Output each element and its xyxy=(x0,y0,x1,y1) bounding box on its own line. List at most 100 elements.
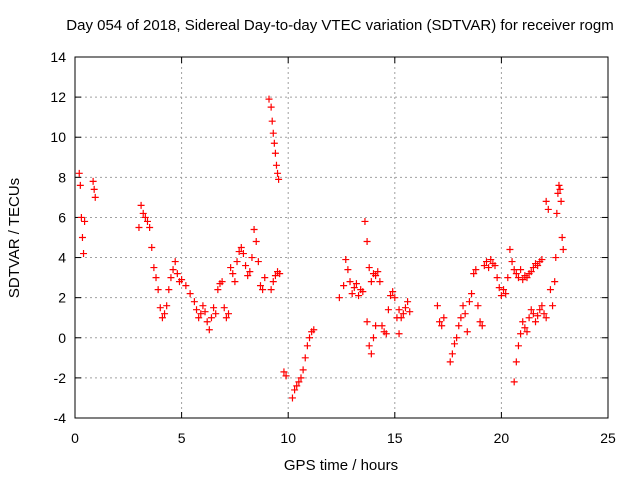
data-point xyxy=(369,334,377,342)
data-point xyxy=(254,258,262,266)
series-seg-5.6h xyxy=(190,278,233,334)
data-point xyxy=(269,129,277,137)
data-point xyxy=(214,286,222,294)
data-point xyxy=(89,177,97,185)
data-point xyxy=(182,282,190,290)
data-point xyxy=(335,294,343,302)
data-point xyxy=(529,310,537,318)
data-point xyxy=(395,306,403,314)
data-point xyxy=(395,330,403,338)
data-point xyxy=(529,264,537,272)
data-point xyxy=(267,103,275,111)
data-point xyxy=(167,274,175,282)
data-point xyxy=(552,254,560,262)
data-point xyxy=(225,310,233,318)
data-point xyxy=(555,181,563,189)
data-point xyxy=(559,246,567,254)
data-point xyxy=(190,298,198,306)
data-point xyxy=(472,266,480,274)
data-point xyxy=(239,250,247,258)
data-point xyxy=(222,314,230,322)
data-point xyxy=(299,366,307,374)
series-seg-9.9h xyxy=(280,368,290,380)
data-point xyxy=(542,314,550,322)
data-point xyxy=(237,244,245,252)
plot-frame xyxy=(74,56,609,419)
y-tick-label: 6 xyxy=(58,209,66,225)
data-point xyxy=(367,278,375,286)
data-point xyxy=(135,223,143,231)
data-point xyxy=(156,304,164,312)
series-seg-0.9h xyxy=(89,177,99,201)
data-point xyxy=(491,262,499,270)
data-point xyxy=(365,264,373,272)
y-tick-label: 2 xyxy=(58,290,66,306)
data-point xyxy=(256,282,264,290)
data-point xyxy=(476,318,484,326)
data-point xyxy=(363,238,371,246)
data-point xyxy=(169,266,177,274)
data-point xyxy=(274,169,282,177)
data-point xyxy=(268,117,276,125)
data-point xyxy=(146,223,154,231)
x-axis-title: GPS time / hours xyxy=(284,457,398,474)
data-point xyxy=(532,318,540,326)
data-point xyxy=(193,306,201,314)
data-point xyxy=(75,169,83,177)
data-point xyxy=(521,324,529,332)
data-point xyxy=(359,288,367,296)
grid-layer xyxy=(75,57,608,418)
data-point xyxy=(355,292,363,300)
data-point xyxy=(536,306,544,314)
data-point xyxy=(367,350,375,358)
data-point xyxy=(384,306,392,314)
y-tick-label: 14 xyxy=(50,49,66,65)
data-point xyxy=(173,270,181,278)
data-point xyxy=(461,310,469,318)
data-point xyxy=(363,318,371,326)
data-point xyxy=(303,342,311,350)
x-tick-label: 10 xyxy=(280,430,296,446)
data-point xyxy=(514,274,522,282)
data-point xyxy=(295,378,303,386)
x-tick-label: 5 xyxy=(178,430,186,446)
data-point xyxy=(372,322,380,330)
data-point xyxy=(450,340,458,348)
data-point xyxy=(197,310,205,318)
data-point xyxy=(497,292,505,300)
data-point xyxy=(139,209,147,217)
data-point xyxy=(468,290,476,298)
data-point xyxy=(178,276,186,284)
data-point xyxy=(512,358,520,366)
data-point xyxy=(510,378,518,386)
series-seg-10.2h xyxy=(288,326,318,402)
data-point xyxy=(389,288,397,296)
y-tick-label: 8 xyxy=(58,169,66,185)
data-point xyxy=(540,310,548,318)
data-point xyxy=(271,149,279,157)
data-point xyxy=(378,322,386,330)
x-tick-label: 20 xyxy=(494,430,510,446)
data-point xyxy=(275,175,283,183)
data-point xyxy=(293,382,301,390)
data-point xyxy=(201,308,209,316)
data-point xyxy=(288,394,296,402)
data-point xyxy=(558,234,566,241)
data-point xyxy=(272,161,280,169)
data-point xyxy=(399,310,407,318)
data-point xyxy=(470,270,478,278)
data-point xyxy=(203,318,211,326)
data-point xyxy=(506,246,514,254)
data-point xyxy=(504,274,512,282)
data-point xyxy=(361,217,369,225)
data-point xyxy=(346,278,354,286)
data-point xyxy=(459,302,467,310)
series-seg-13.6h xyxy=(361,217,403,338)
data-point xyxy=(401,304,409,312)
data-point xyxy=(291,386,299,394)
data-point xyxy=(152,274,160,282)
y-axis-title: SDTVAR / TECUs xyxy=(6,178,23,298)
data-point xyxy=(557,197,565,205)
data-point xyxy=(523,274,531,282)
